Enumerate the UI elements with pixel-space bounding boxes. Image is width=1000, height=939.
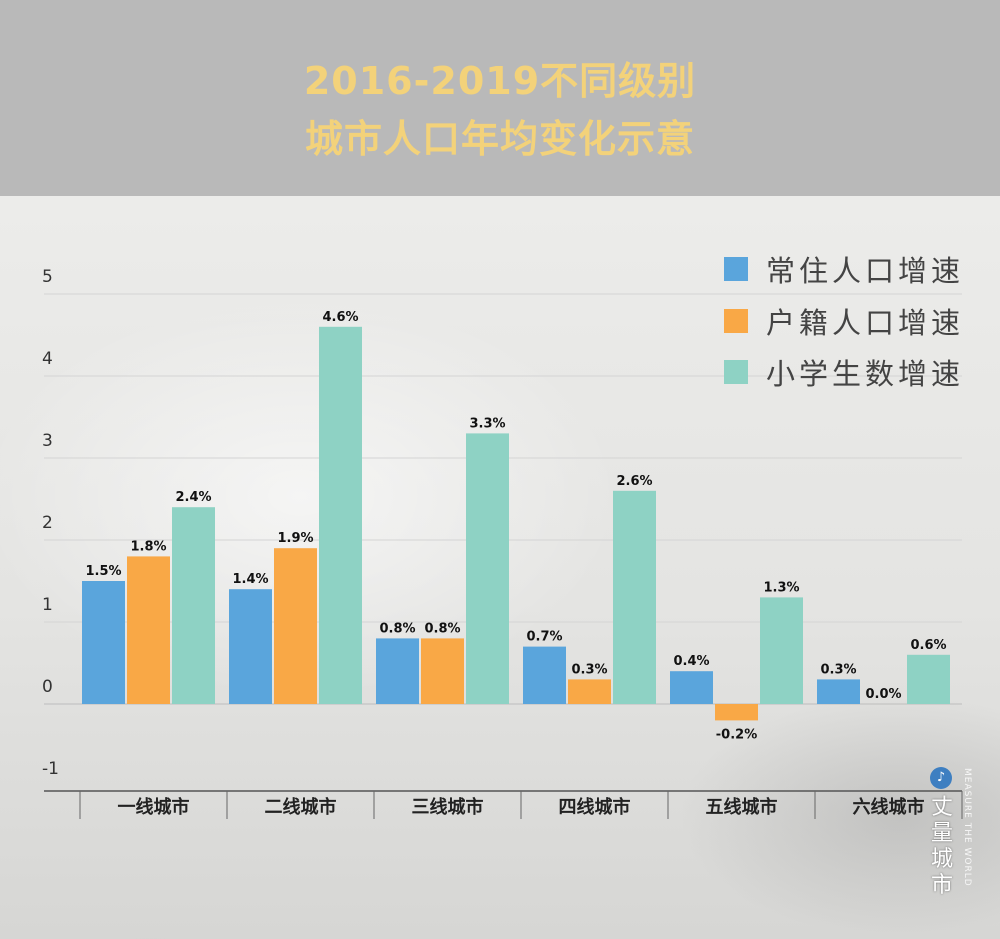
legend-label-resident: 常住人口增速 [766, 254, 965, 288]
data-label: -0.2% [716, 727, 757, 742]
bar [670, 671, 713, 704]
bar [760, 597, 803, 704]
legend-item-pupils: 小学生数增速 [722, 351, 982, 391]
bar [466, 433, 509, 704]
watermark: ♪ 丈量城市 [928, 765, 958, 905]
watermark-subtext: MEASURE THE WORLD [962, 768, 972, 887]
data-label: 1.4% [232, 572, 268, 587]
legend-item-resident: 常住人口增速 [722, 248, 982, 288]
data-label: 3.3% [469, 416, 505, 431]
legend-swatch-resident [724, 257, 748, 281]
data-label: 0.8% [424, 621, 460, 636]
chart-title-line-2: 城市人口年均变化示意 [304, 117, 695, 161]
data-label: 1.5% [85, 564, 121, 579]
data-label: 1.8% [130, 539, 166, 554]
data-label: 4.6% [322, 310, 358, 325]
y-tick-label: 3 [42, 431, 53, 451]
bar [274, 548, 317, 704]
y-tick-label: 4 [42, 349, 53, 369]
x-tick-label: 三线城市 [412, 796, 484, 818]
y-tick-label: -1 [42, 759, 59, 779]
bar [376, 638, 419, 704]
y-tick-label: 1 [42, 595, 53, 615]
legend-swatch-pupils [724, 360, 748, 384]
bar [319, 326, 362, 704]
chart-title-line-1: 2016-2019不同级别 [303, 59, 697, 103]
y-tick-label: 5 [42, 267, 53, 287]
legend-swatch-registered [724, 309, 748, 333]
legend-item-registered: 户籍人口增速 [722, 300, 982, 340]
watermark-text: 丈量城市 [930, 795, 953, 898]
data-label: 0.8% [379, 621, 415, 636]
bar [229, 589, 272, 704]
bar [907, 654, 950, 704]
bar [568, 679, 611, 704]
data-label: 2.6% [616, 474, 652, 489]
x-tick-label: 二线城市 [265, 796, 337, 818]
bar [172, 507, 215, 704]
data-label: 0.3% [571, 662, 607, 677]
x-tick-label: 四线城市 [559, 796, 631, 818]
data-label: 1.9% [277, 531, 313, 546]
data-label: 1.3% [763, 580, 799, 595]
legend-label-pupils: 小学生数增速 [766, 357, 965, 391]
bar [523, 646, 566, 704]
bar [82, 581, 125, 704]
data-label: 0.0% [865, 687, 901, 702]
bar [715, 704, 758, 721]
x-tick-label: 五线城市 [706, 796, 778, 818]
watermark-logo-icon: ♪ [930, 767, 952, 789]
x-tick-label: 六线城市 [853, 796, 925, 818]
bar [613, 490, 656, 704]
legend-label-registered: 户籍人口增速 [766, 306, 965, 340]
bar [421, 638, 464, 704]
data-label: 0.4% [673, 654, 709, 669]
bar [127, 556, 170, 704]
bar [817, 679, 860, 704]
y-tick-label: 0 [42, 677, 53, 697]
data-label: 0.7% [526, 630, 562, 645]
title-banner: 2016-2019不同级别 城市人口年均变化示意 [0, 0, 1000, 196]
y-tick-label: 2 [42, 513, 53, 533]
data-label: 2.4% [175, 490, 211, 505]
x-tick-label: 一线城市 [118, 796, 190, 818]
data-label: 0.3% [820, 662, 856, 677]
data-label: 0.6% [910, 638, 946, 653]
